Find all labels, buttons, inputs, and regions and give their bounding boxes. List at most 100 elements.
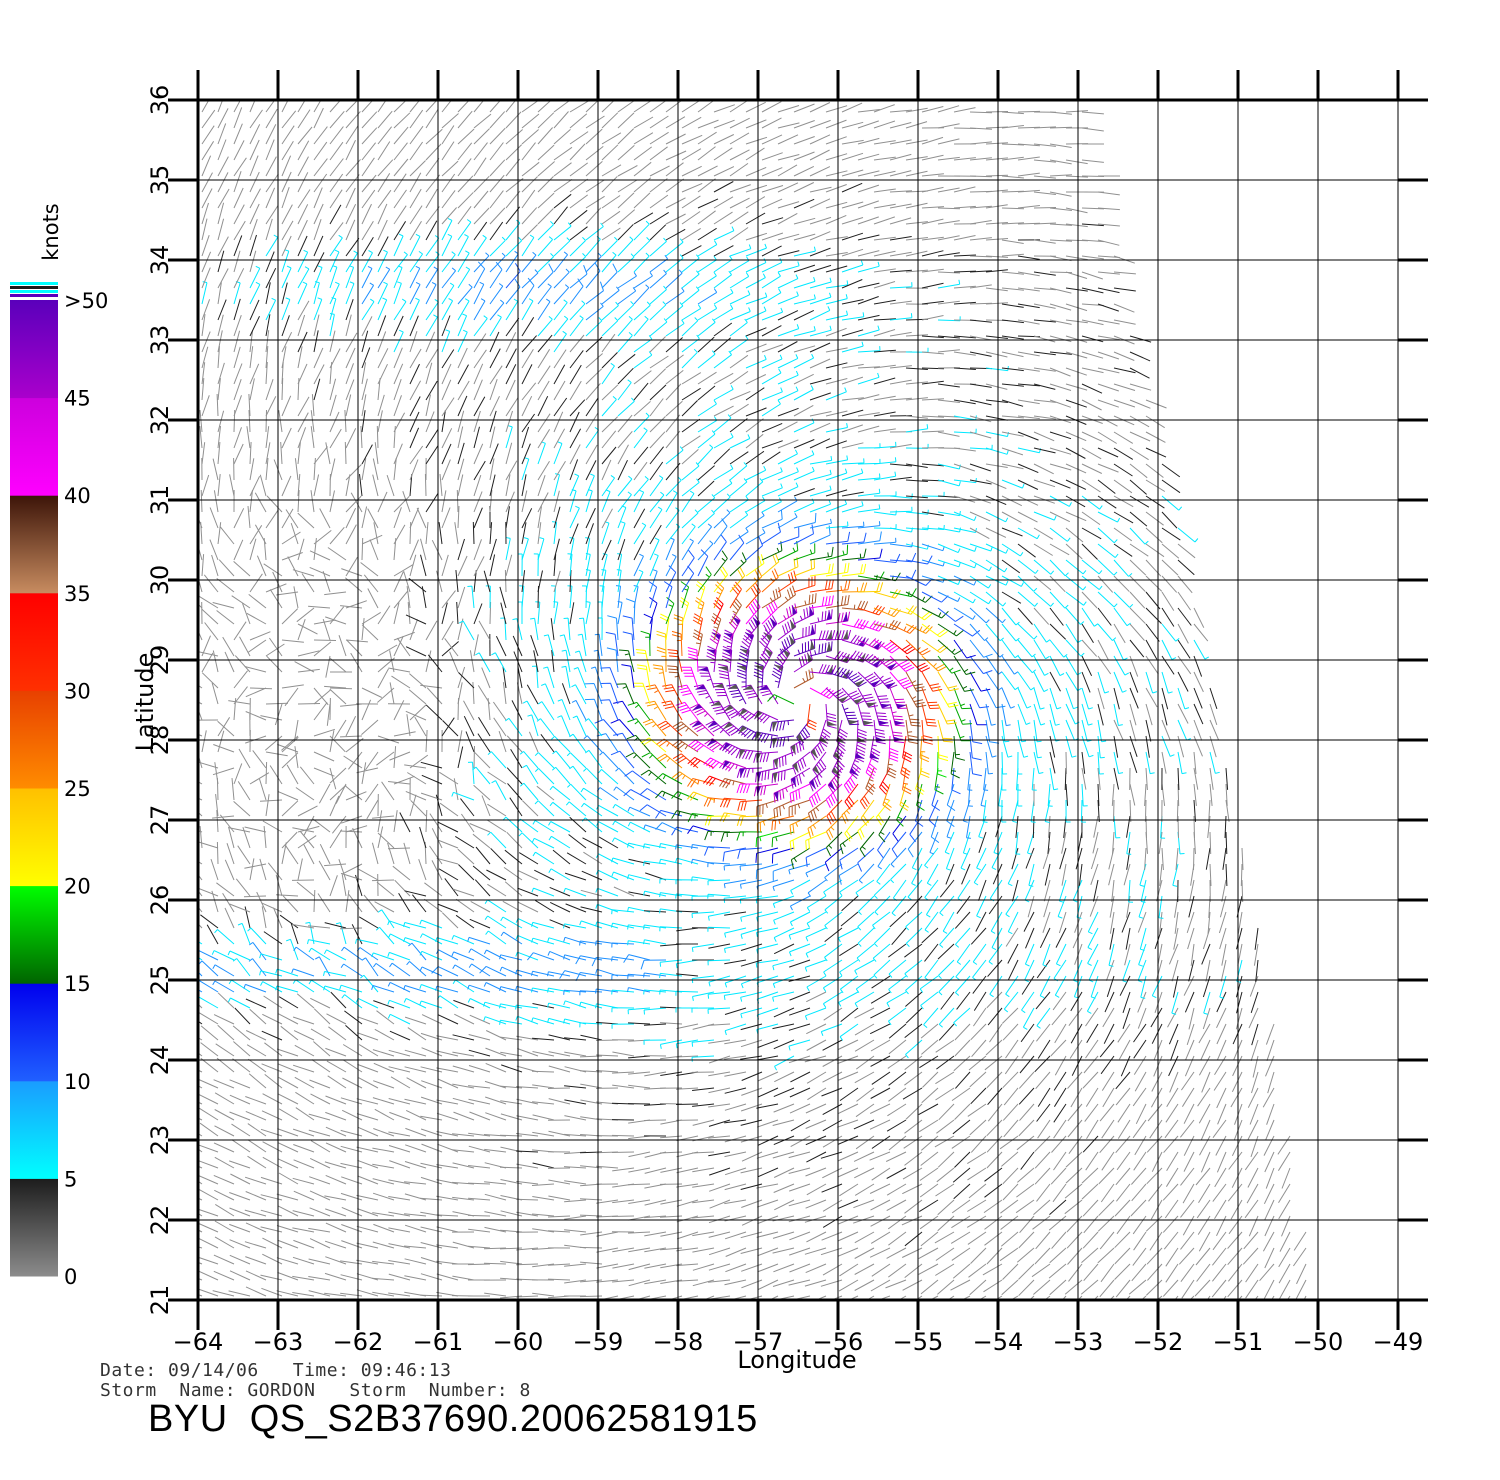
wind-barb [691, 1039, 715, 1047]
wind-barb [809, 102, 831, 113]
wind-barb [745, 465, 767, 481]
wind-barb [244, 863, 267, 869]
wind-barb [939, 895, 955, 917]
wind-barb [1083, 1055, 1099, 1074]
wind-barb [313, 728, 336, 737]
wind-barb [1227, 1231, 1243, 1249]
wind-barb [617, 397, 635, 417]
wind-barb [926, 863, 939, 886]
wind-barb [612, 1263, 635, 1269]
wind-barb [467, 984, 491, 993]
wind-barb [707, 991, 731, 999]
wind-barb [425, 394, 431, 417]
wind-barb [935, 1247, 955, 1261]
wind-barb [888, 959, 907, 978]
wind-barb [452, 1149, 475, 1153]
wind-barb [953, 157, 976, 161]
wind-barb [904, 1263, 923, 1278]
wind-barb [973, 863, 987, 886]
wind-barb [1015, 831, 1021, 855]
wind-barb [198, 651, 219, 657]
wind-barb [585, 302, 604, 321]
wind-barb [389, 1030, 411, 1041]
wind-barb [186, 523, 192, 544]
wind-barb [229, 1270, 251, 1281]
wind-barb [485, 1112, 507, 1121]
wind-barb [515, 1295, 539, 1298]
wind-barb [665, 287, 685, 305]
wind-barb [322, 570, 331, 593]
wind-barb [1248, 1007, 1259, 1029]
wind-barb [841, 260, 864, 273]
wind-barb [953, 559, 977, 569]
wind-barb [501, 1064, 523, 1073]
wind-barb [1033, 1279, 1051, 1295]
wind-barb [652, 664, 667, 689]
wind-barb [665, 213, 686, 225]
wind-barb-pennant [738, 725, 747, 734]
wind-barb [266, 655, 283, 673]
wind-barb [516, 1098, 539, 1105]
wind-barb [324, 863, 347, 867]
wind-barb [425, 704, 443, 721]
wind-barb [1265, 1023, 1275, 1045]
wind-barb [1001, 1007, 1019, 1024]
wind-barb [611, 942, 635, 948]
wind-barb [537, 192, 555, 209]
wind-barb [361, 127, 378, 145]
wind-barb-pennant [756, 753, 761, 763]
wind-barb [249, 265, 261, 289]
wind-barb [357, 1208, 379, 1217]
wind-barb [825, 499, 848, 513]
wind-barb [233, 363, 243, 385]
wind-barb [341, 994, 363, 1009]
wind-barb [1016, 1247, 1035, 1263]
wind-barb [1033, 543, 1053, 556]
wind-barb [1033, 447, 1056, 454]
wind-barb [809, 306, 831, 321]
wind-barb [297, 172, 309, 193]
wind-barb [918, 1103, 939, 1116]
wind-barb [601, 474, 616, 497]
wind-barb [665, 254, 684, 273]
wind-barb [521, 457, 530, 481]
wind-barb [286, 764, 299, 785]
wind-barb [873, 281, 896, 289]
wind-barb [953, 575, 977, 586]
wind-barb [936, 1055, 955, 1070]
wind-barb [1129, 623, 1145, 641]
wind-barb [561, 649, 571, 673]
wind-barb [521, 298, 534, 321]
wind-barb [311, 1059, 331, 1073]
wind-barb [489, 283, 504, 305]
wind-barb [547, 1263, 571, 1266]
wind-barb-pennant [849, 767, 859, 776]
wind-barb [213, 1254, 235, 1265]
wind-barb [229, 1239, 251, 1249]
wind-barb [745, 196, 766, 209]
wind-barb [186, 314, 189, 336]
wind-barb [1049, 1199, 1067, 1215]
wind-barb [953, 655, 976, 675]
wind-barb [265, 267, 277, 289]
wind-barb [345, 556, 358, 577]
wind-barb [329, 735, 346, 753]
wind-barb [1065, 431, 1087, 442]
wind-barb [1168, 1023, 1179, 1045]
wind-barb [521, 443, 531, 465]
wind-barb [857, 425, 880, 433]
wind-barb [313, 641, 332, 657]
wind-barb [1133, 1151, 1147, 1171]
wind-barb [1132, 1119, 1147, 1139]
wind-barb [672, 721, 699, 737]
wind-barb [1117, 1103, 1131, 1123]
wind-barb [245, 1286, 267, 1297]
wind-barb [405, 1109, 427, 1121]
wind-barb [309, 550, 331, 561]
wind-barb [704, 830, 731, 841]
wind-barb [233, 100, 242, 113]
wind-barb [1111, 879, 1115, 902]
wind-barb-pennant [698, 667, 709, 672]
wind-barb [790, 1071, 811, 1083]
wind-barb [793, 151, 815, 161]
